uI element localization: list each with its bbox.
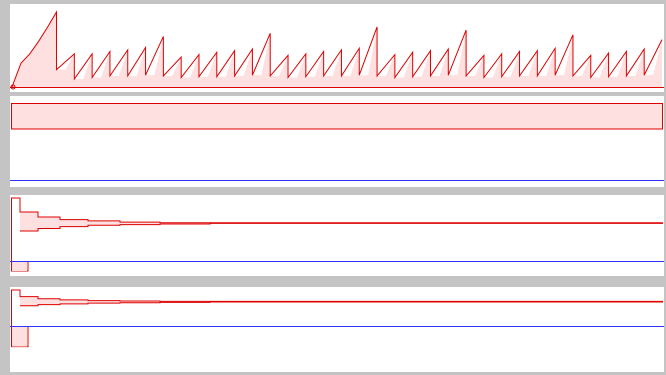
waveform-panel-decay-negative: [10, 287, 664, 372]
decay-negative-initial-spike: [11, 290, 29, 348]
sawtooth-line: [11, 10, 663, 88]
decay-negative-dip-fill: [12, 326, 27, 347]
waveform-panel-flat: [10, 96, 664, 187]
decay-dip-fill: [12, 261, 27, 272]
flat-level-band: [11, 103, 663, 130]
decay-negative-lower-line: [20, 301, 663, 307]
decaying-steps-negative-plot: [10, 289, 664, 348]
flat-level-plot: [10, 103, 664, 181]
waveform-panel-decay: [10, 195, 664, 276]
decaying-steps-plot: [10, 197, 664, 272]
decay-negative-upper-line: [11, 289, 663, 302]
sawtooth-fill: [12, 11, 662, 88]
waveform-panel-sawtooth: [10, 4, 664, 92]
sawtooth-waveform-plot: [10, 10, 664, 90]
sawtooth-origin-marker: [10, 84, 16, 90]
decay-upper-line: [11, 197, 663, 224]
decay-fill: [11, 198, 663, 232]
decay-lower-line: [20, 222, 663, 232]
